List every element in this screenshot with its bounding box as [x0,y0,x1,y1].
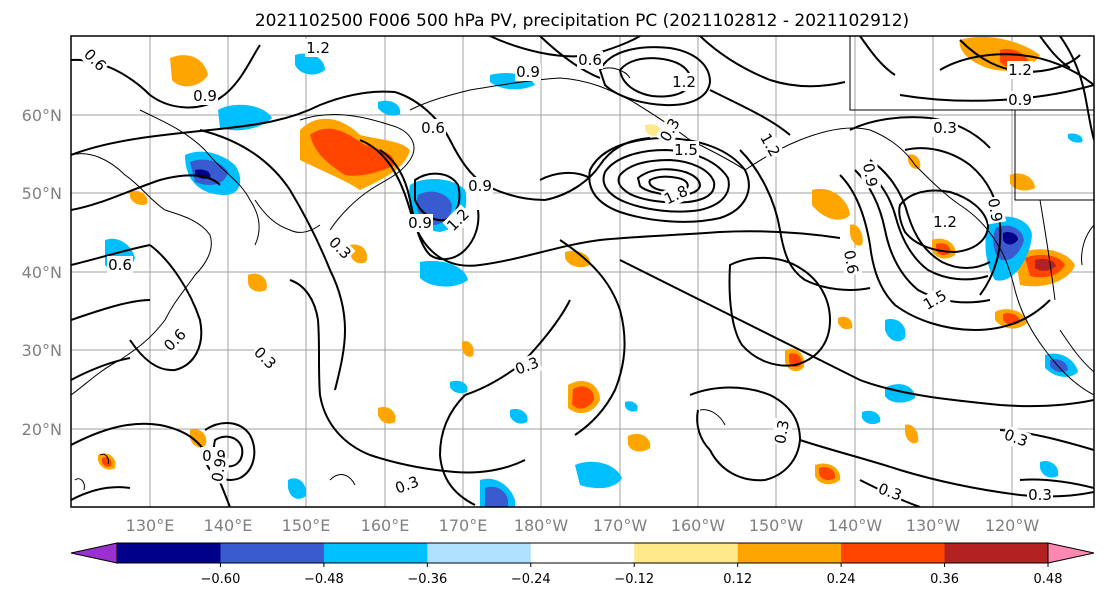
contour-label: 0.9 [407,214,433,232]
contour-label: 0.9 [858,160,882,190]
contour-label: 0.9 [207,455,231,485]
contour-label: 0.9 [515,63,541,81]
longitude-label: 160°W [671,516,726,535]
contour-label-text: 0.9 [1008,91,1032,109]
colorbar-tick-labels: −0.60 −0.48 −0.36 −0.24 −0.12 0.12 0.24 0.36 0.4… [201,563,1063,587]
contour-label: 1.2 [671,73,697,91]
contour-label-text: 0.6 [578,51,602,69]
contour-label-text: 0.3 [771,419,793,446]
contour-label-text: 0.9 [193,87,217,105]
longitude-label: 120°W [985,516,1040,535]
colorbar-segment [841,543,946,563]
colorbar-outline [116,542,1049,564]
contour-label-text: 1.2 [933,213,957,231]
colorbar-tick-label: −0.60 [201,572,241,587]
longitude-label: 130°E [126,516,175,535]
contour-label-text: 0.6 [840,249,862,276]
contour-label-text: 0.9 [208,457,230,484]
contour-label-text: 0.9 [516,63,540,81]
colorbar-tick-label: −0.24 [511,572,551,587]
colorbar-tick-label: 0.36 [930,572,959,587]
contour-label: 0.6 [420,119,446,137]
colorbar-segment [737,543,842,563]
contour-label-text: 0.6 [421,119,445,137]
contour-label: 0.9 [983,195,1007,225]
contour-label-text: 1.2 [306,39,330,57]
contour-label: 0.6 [107,256,133,274]
contour-label-text: 0.9 [408,214,432,232]
longitude-label: 180°W [514,516,569,535]
longitude-label: 170°W [593,516,648,535]
contour-label: 1.2 [305,39,331,57]
longitude-label: 140°W [828,516,883,535]
colorbar-tick-label: 0.48 [1034,572,1063,587]
longitude-label: 150°E [282,516,331,535]
colorbar [70,542,1095,564]
contour-label-text: 0.3 [933,119,957,137]
colorbar-extend-min [70,542,118,564]
longitude-labels: 130°E 140°E 150°E 160°E 170°E 180°W 170°W 160°W… [126,516,1040,535]
longitude-label: 160°E [361,516,410,535]
contour-label: 0.3 [770,417,794,447]
contour-label: 1.5 [673,141,699,159]
longitude-label: 170°E [439,516,488,535]
colorbar-tick-label: −0.36 [407,572,447,587]
contour-label: 1.2 [932,213,958,231]
longitude-label: 150°W [749,516,804,535]
latitude-label: 40°N [22,263,62,282]
colorbar-tick-label: 0.24 [827,572,856,587]
colorbar-tick-label: −0.48 [304,572,344,587]
colorbar-segment [323,543,428,563]
colorbar-segment [944,543,1049,563]
contour-label: 0.6 [839,247,863,277]
colorbar-segment [634,543,739,563]
map-title: 2021102500 F006 500 hPa PV, precipitatio… [255,11,909,31]
contour-label: 1.2 [1007,61,1033,79]
contour-label-text: 1.2 [1008,61,1032,79]
latitude-labels: 60°N 50°N 40°N 30°N 20°N [22,106,62,439]
contour-label: 0.3 [932,119,958,137]
longitude-label: 130°W [906,516,961,535]
contour-label: 0.6 [577,51,603,69]
contour-label: 0.3 [1027,486,1053,504]
contour-label-text: 0.9 [859,162,881,189]
contour-label-text: 0.3 [1028,486,1052,504]
colorbar-extend-max [1047,542,1095,564]
contour-label-text: 1.5 [674,141,698,159]
contour-label-text: 0.9 [984,197,1006,224]
latitude-label: 20°N [22,420,62,439]
contour-label-text: 0.9 [468,177,492,195]
contour-label: 0.3 [511,353,543,379]
colorbar-segment [117,543,221,563]
map-frame [70,35,1095,508]
colorbar-segment [427,543,532,563]
latitude-label: 30°N [22,341,62,360]
contour-label-text: 1.2 [672,73,696,91]
latitude-label: 50°N [22,184,62,203]
contour-label: 0.9 [192,87,218,105]
colorbar-segment [530,543,635,563]
longitude-label: 140°E [204,516,253,535]
colorbar-tick-label: −0.12 [614,572,654,587]
contour-label: 0.9 [467,177,493,195]
pv-contours [71,36,1094,507]
contour-label-text: 0.6 [108,256,132,274]
latitude-label: 60°N [22,106,62,125]
contour-label: 0.9 [1007,91,1033,109]
colorbar-tick-label: 0.12 [723,572,752,587]
colorbar-segment [220,543,325,563]
